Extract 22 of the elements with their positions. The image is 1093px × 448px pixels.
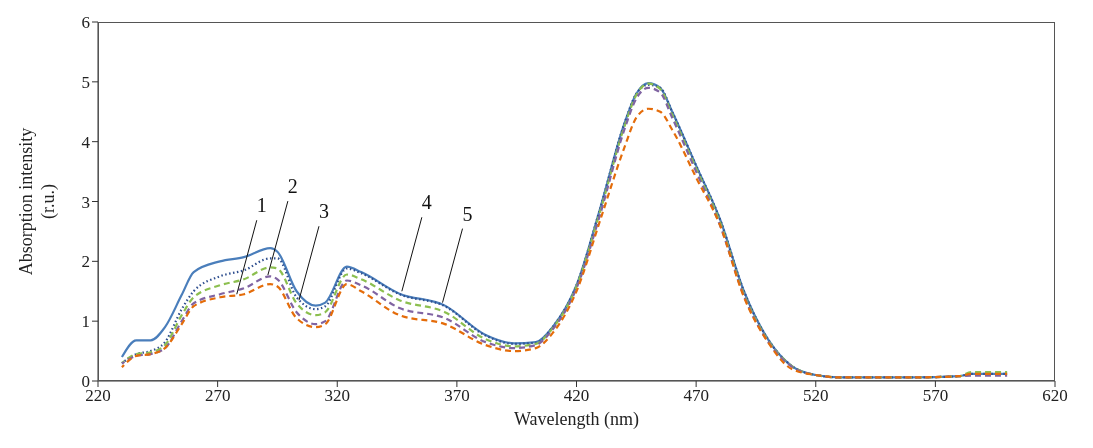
y-tick-label: 6 — [81, 13, 90, 33]
y-tick-label: 4 — [81, 132, 91, 152]
x-tick-label: 470 — [683, 386, 709, 406]
annotation: 2 — [287, 175, 298, 198]
x-tick-label: 620 — [1042, 386, 1068, 406]
x-tick-label: 220 — [85, 386, 111, 406]
x-tick-label: 420 — [563, 386, 590, 406]
y-axis-title: Absorption intensity (r.u.) — [16, 127, 59, 276]
annotation: 4 — [421, 191, 432, 214]
x-tick-label: 270 — [204, 386, 231, 406]
x-tick-label: 320 — [324, 386, 350, 406]
y-tick-label: 5 — [81, 72, 90, 92]
x-tick-label: 370 — [444, 386, 470, 406]
y-tick-label: 3 — [81, 192, 90, 212]
annotation: 5 — [462, 202, 473, 225]
annotation: 3 — [318, 200, 329, 223]
x-axis-title: Wavelength (nm) — [513, 409, 640, 430]
annotation: 1 — [256, 194, 267, 217]
x-tick-label: 520 — [803, 386, 829, 406]
y-tick-label: 2 — [81, 252, 90, 272]
y-tick-label: 1 — [81, 312, 90, 332]
x-tick-label: 570 — [922, 386, 949, 406]
